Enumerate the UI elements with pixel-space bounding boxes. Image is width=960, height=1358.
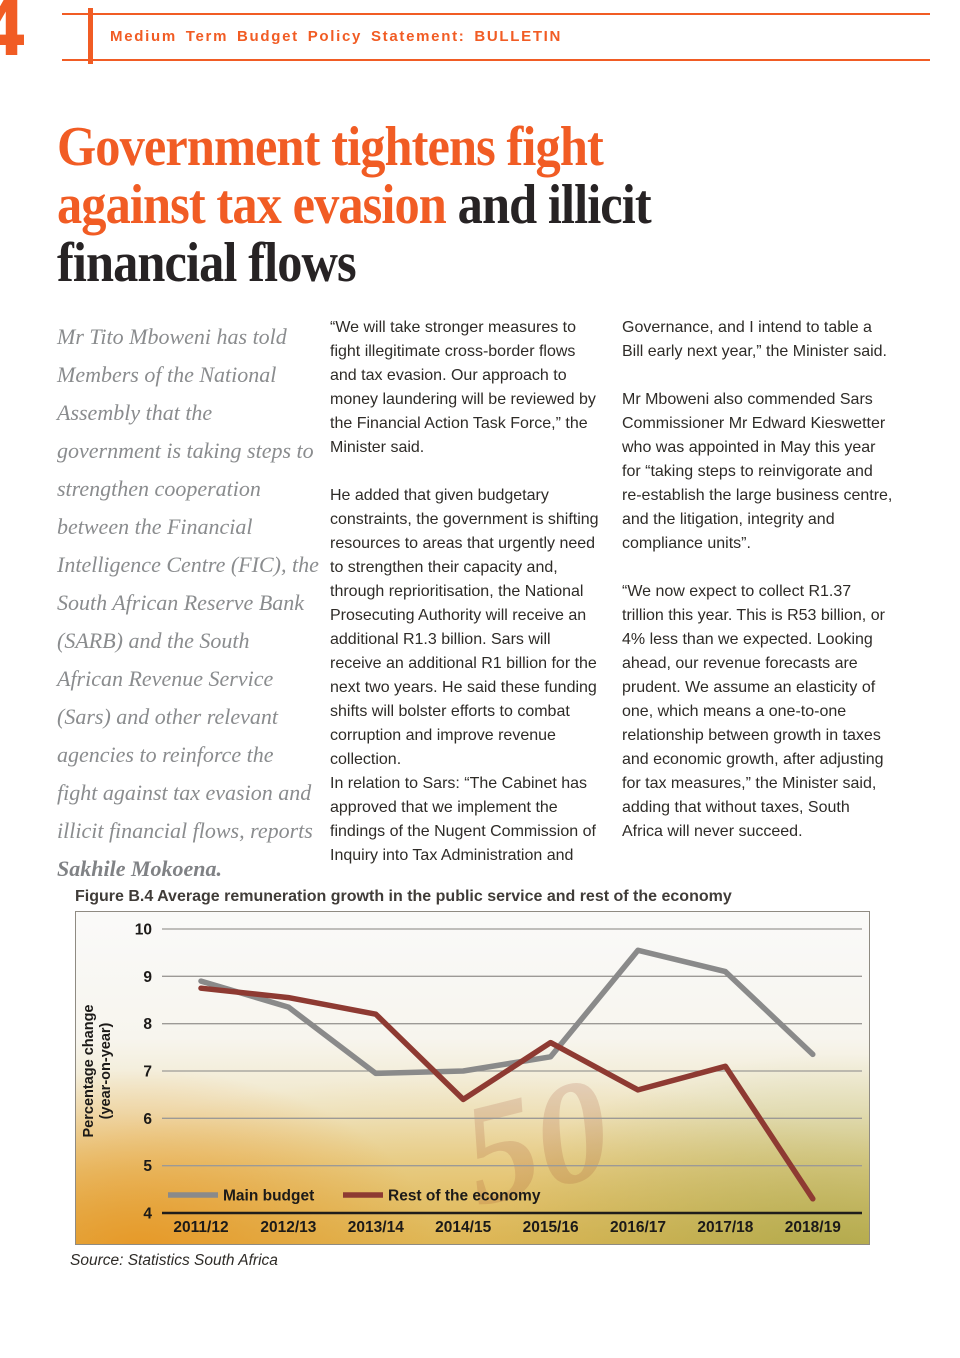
y-tick-label: 9 [143,969,152,986]
paragraph: Mr Mboweni also commended Sars Commissio… [622,391,893,552]
x-tick-label: 2018/19 [785,1219,841,1236]
x-tick-label: 2015/16 [523,1219,579,1236]
body-column-right: Governance, and I intend to table a Bill… [622,316,894,868]
x-tick-label: 2012/13 [260,1219,316,1236]
y-axis-title: Percentage change(year-on-year) [81,1005,114,1138]
series-line-main-budget [198,947,816,1077]
x-tick-label: 2014/15 [435,1219,491,1236]
legend-label-main-budget: Main budget [223,1188,314,1205]
legend-label-rest-of-the-economy: Rest of the economy [388,1188,541,1205]
paragraph: “We will take stronger measures to fight… [330,319,596,456]
x-tick-label: 2017/18 [697,1219,753,1236]
standfirst-author: Sakhile Mokoena. [57,856,223,881]
figure-caption: Figure B.4 Average remuneration growth i… [75,888,732,905]
x-tick-label: 2013/14 [348,1219,404,1236]
x-tick-label: 2016/17 [610,1219,666,1236]
headline: Government tightens fight against tax ev… [57,118,652,292]
header-rule-bottom [62,59,930,61]
headline-orange-segment: Government tightens fight [57,116,604,178]
headline-orange-segment: against tax evasion [57,174,447,236]
headline-line-3: financial flows [57,234,651,292]
series-line-rest-of-the-economy [198,985,816,1202]
headline-line-2: against tax evasion and illicit [57,174,652,236]
y-tick-label: 10 [135,922,152,939]
y-tick-label: 8 [143,1016,152,1033]
page-number: 4 [0,0,27,67]
paragraph: “We now expect to collect R1.37 trillion… [622,583,885,840]
headline-dark-segment: and illicit [445,174,652,236]
x-tick-label: 2011/12 [173,1219,228,1236]
figure-source: Source: Statistics South Africa [70,1252,278,1269]
remuneration-chart: 50 4 5 6 7 8 9 10 Percentage change(year-on-yea… [75,911,870,1245]
body-column-middle: “We will take stronger measures to fight… [330,316,602,892]
remuneration-chart-svg: 4 5 6 7 8 9 10 Percentage change(year-on-year) 2… [81,922,862,1236]
standfirst-text: Mr Tito Mboweni has told Members of the … [57,324,319,843]
paragraph: Governance, and I intend to table a Bill… [622,319,887,360]
header-title: Medium Term Budget Policy Statement: BUL… [110,28,563,45]
y-tick-label: 4 [143,1206,152,1223]
y-tick-label: 7 [143,1064,152,1081]
standfirst: Mr Tito Mboweni has told Members of the … [57,318,319,888]
headline-line-1: Government tightens fight [57,118,651,176]
y-tick-label: 5 [143,1158,152,1175]
y-tick-label: 6 [143,1111,152,1128]
header-rule-top [62,13,930,15]
paragraph: He added that given budgetary constraint… [330,487,599,864]
header-divider-bar [88,8,93,64]
headline-dark-segment: financial flows [57,232,357,294]
